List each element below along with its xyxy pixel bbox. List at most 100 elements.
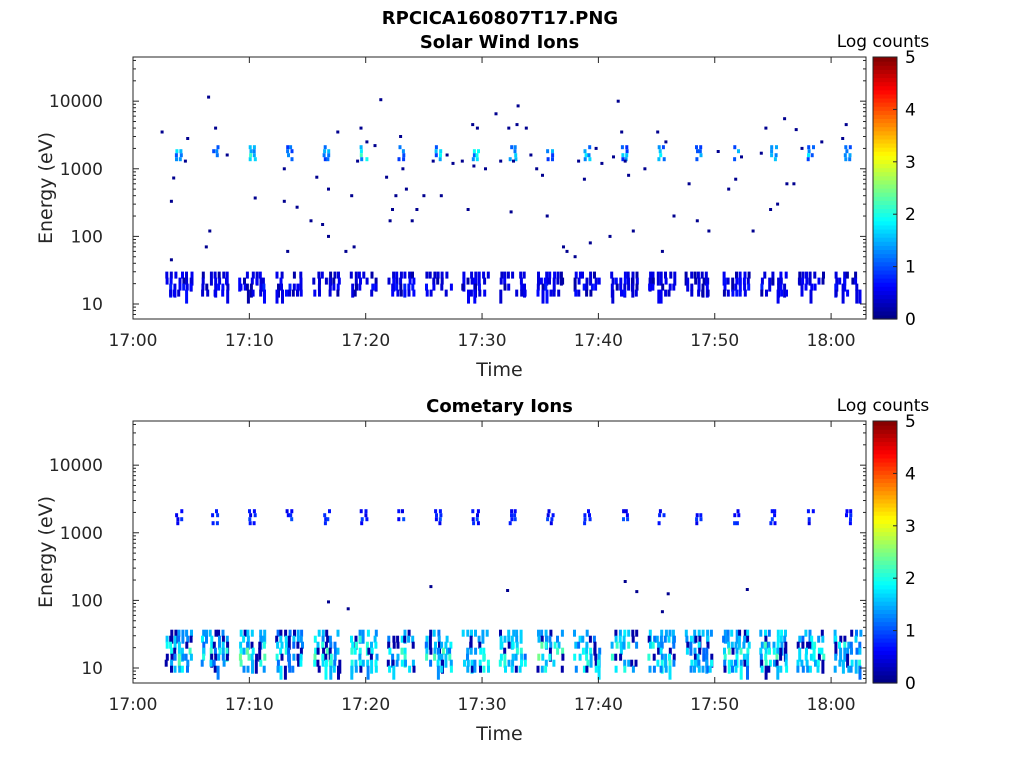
data-cell <box>249 513 253 518</box>
data-cell <box>552 277 556 292</box>
data-burst <box>760 271 788 304</box>
data-burst <box>397 509 406 522</box>
data-cell <box>779 653 783 661</box>
data-cell <box>283 665 287 680</box>
data-cell <box>436 659 440 667</box>
data-cell <box>215 149 219 154</box>
data-cell <box>659 289 663 304</box>
data-cell <box>705 647 709 655</box>
data-cell <box>760 289 764 297</box>
data-cell <box>747 641 751 649</box>
data-cell <box>396 653 400 661</box>
data-burst <box>622 509 630 522</box>
data-cell <box>701 629 705 637</box>
data-cell <box>299 635 303 643</box>
data-cell <box>186 659 190 667</box>
data-cell <box>739 659 743 667</box>
data-cell <box>845 149 849 154</box>
data-cell <box>780 629 784 637</box>
colorbar-segment <box>873 265 897 271</box>
data-cell <box>520 283 524 291</box>
data-cell <box>329 665 333 680</box>
data-cell <box>200 659 204 667</box>
data-cell <box>206 289 210 297</box>
data-cell <box>651 277 655 285</box>
data-cell <box>556 647 560 655</box>
data-cell <box>660 653 664 661</box>
colorbar-segment <box>873 453 897 459</box>
data-cell <box>620 145 624 150</box>
data-cell <box>598 647 602 655</box>
colorbar-segment <box>873 233 897 238</box>
data-cell <box>551 149 554 154</box>
data-cell <box>548 635 552 643</box>
plot-area <box>133 421 866 683</box>
data-cell <box>251 659 254 674</box>
data-cell <box>402 153 406 158</box>
data-cell <box>324 653 328 661</box>
data-cell <box>507 659 511 667</box>
data-cell <box>263 653 267 661</box>
data-burst <box>769 509 777 526</box>
data-cell <box>475 157 479 162</box>
data-cell <box>561 653 565 661</box>
data-cell <box>357 271 361 279</box>
data-cell <box>849 665 853 673</box>
data-cell <box>400 635 404 643</box>
data-cell <box>848 145 852 150</box>
data-point <box>515 123 519 127</box>
data-cell <box>589 271 593 286</box>
data-cell <box>709 629 713 637</box>
data-cell <box>585 665 589 673</box>
data-cell <box>172 289 176 297</box>
colorbar-segment <box>873 216 897 222</box>
data-cell <box>784 629 787 637</box>
data-cell <box>334 647 337 655</box>
data-cell <box>248 157 252 162</box>
colorbar-segment <box>873 134 897 140</box>
colorbar-segment <box>873 433 897 438</box>
data-point <box>327 600 330 604</box>
data-cell <box>702 653 706 661</box>
colorbar-segment <box>873 89 897 95</box>
data-cell <box>821 659 825 674</box>
data-cell <box>776 665 780 680</box>
data-cell <box>181 629 185 644</box>
data-cell <box>773 513 777 518</box>
colorbar-segment <box>873 670 897 676</box>
data-cell <box>578 653 582 661</box>
data-cell <box>627 283 631 291</box>
data-cell <box>506 271 510 279</box>
data-cell <box>798 647 802 662</box>
colorbar-segment <box>873 118 897 124</box>
data-cell <box>515 647 519 655</box>
data-cell <box>181 271 184 279</box>
data-point <box>664 140 668 144</box>
data-cell <box>399 277 403 285</box>
data-cell <box>686 277 690 292</box>
data-point <box>631 229 635 233</box>
data-cell <box>730 641 734 649</box>
data-cell <box>805 271 808 279</box>
data-cell <box>284 629 288 637</box>
data-cell <box>689 641 693 656</box>
data-cell <box>173 653 177 661</box>
data-cell <box>333 641 337 649</box>
data-cell <box>477 635 481 643</box>
data-cell <box>411 641 415 649</box>
data-cell <box>578 635 582 643</box>
data-cell <box>262 635 265 643</box>
data-cell <box>333 271 337 279</box>
colorbar-tick-label: 2 <box>905 569 916 589</box>
data-cell <box>653 635 657 643</box>
data-cell <box>287 635 291 650</box>
data-point <box>623 580 627 583</box>
data-cell <box>179 153 183 158</box>
data-cell <box>760 283 764 291</box>
x-tick-label: 17:30 <box>458 695 507 715</box>
data-cell <box>328 289 332 297</box>
data-cell <box>577 277 581 285</box>
data-cell <box>624 509 628 514</box>
data-cell <box>440 283 444 291</box>
data-cell <box>249 149 253 154</box>
